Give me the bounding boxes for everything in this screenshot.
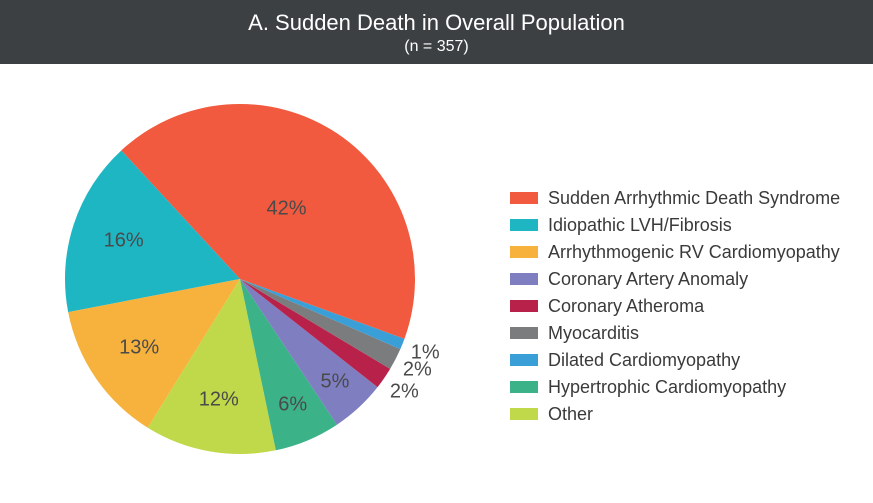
legend-swatch [510,408,538,420]
legend-label: Arrhythmogenic RV Cardiomyopathy [548,242,840,263]
legend-swatch [510,300,538,312]
pie-slice-pct: 1% [411,342,440,365]
pie-slice-pct: 2% [390,381,419,404]
chart-header: A. Sudden Death in Overall Population (n… [0,0,873,64]
legend-label: Dilated Cardiomyopathy [548,350,740,371]
pie-slice-pct: 5% [321,370,350,393]
pie-slice-pct: 42% [267,198,307,221]
pie-slice-pct: 12% [199,388,239,411]
chart-title: A. Sudden Death in Overall Population [0,10,873,36]
legend-item: Coronary Artery Anomaly [510,269,840,290]
legend-swatch [510,273,538,285]
chart-subtitle: (n = 357) [0,38,873,56]
legend-item: Coronary Atheroma [510,296,840,317]
pie-slice-pct: 6% [278,393,307,416]
legend-label: Coronary Artery Anomaly [548,269,748,290]
legend-label: Coronary Atheroma [548,296,704,317]
legend-label: Hypertrophic Cardiomyopathy [548,377,786,398]
legend-item: Arrhythmogenic RV Cardiomyopathy [510,242,840,263]
legend-item: Sudden Arrhythmic Death Syndrome [510,188,840,209]
legend-item: Idiopathic LVH/Fibrosis [510,215,840,236]
legend-swatch [510,246,538,258]
pie-slice-pct: 16% [104,229,144,252]
pie-slice-pct: 13% [119,337,159,360]
legend-item: Dilated Cardiomyopathy [510,350,840,371]
legend-item: Hypertrophic Cardiomyopathy [510,377,840,398]
legend-item: Myocarditis [510,323,840,344]
legend-swatch [510,381,538,393]
legend-label: Idiopathic LVH/Fibrosis [548,215,732,236]
legend-swatch [510,354,538,366]
legend-swatch [510,327,538,339]
legend-label: Other [548,404,593,425]
legend-swatch [510,192,538,204]
legend-label: Sudden Arrhythmic Death Syndrome [548,188,840,209]
legend: Sudden Arrhythmic Death Syndrome Idiopath… [450,148,840,431]
pie-chart: 42%16%13%12%6%5%2%2%1% [30,84,450,494]
legend-item: Other [510,404,840,425]
legend-label: Myocarditis [548,323,639,344]
legend-swatch [510,219,538,231]
chart-body: 42%16%13%12%6%5%2%2%1% Sudden Arrhythmic… [0,64,873,494]
